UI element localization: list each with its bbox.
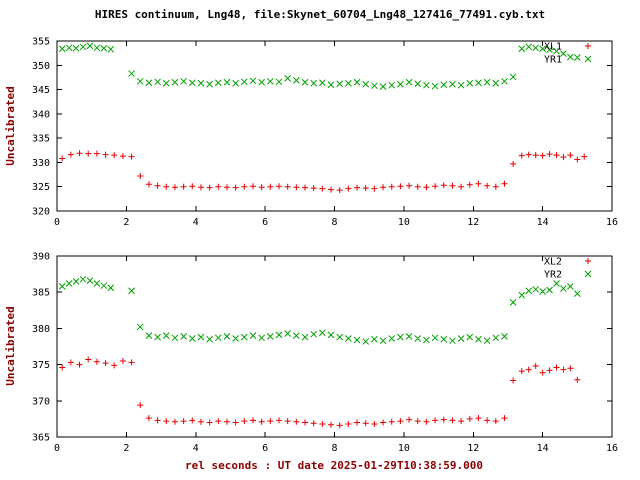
series-XL2 (59, 356, 581, 429)
x-tick-label: 8 (331, 217, 337, 228)
y-axis-label-top: Uncalibrated (4, 86, 17, 165)
x-axis-label: rel seconds : UT date 2025-01-29T10:38:5… (185, 459, 483, 472)
x-tick-label: 14 (537, 443, 549, 454)
y-tick-label: 350 (32, 61, 50, 72)
x-tick-label: 16 (606, 443, 618, 454)
x-tick-label: 0 (54, 443, 60, 454)
y-tick-label: 375 (32, 360, 50, 371)
x-tick-label: 6 (262, 217, 268, 228)
y-tick-label: 355 (32, 37, 50, 48)
x-tick-label: 12 (467, 443, 479, 454)
x-tick-label: 2 (123, 217, 129, 228)
series-XL1 (59, 150, 588, 194)
y-tick-label: 385 (32, 288, 50, 299)
x-tick-label: 0 (54, 217, 60, 228)
y-tick-label: 365 (32, 433, 50, 444)
plot-frame (56, 255, 613, 438)
top-plot: 0 2 4 6 8 10 12 14 16 320 325 330 335 340 345 350 355 XL1… (32, 37, 618, 229)
legend-label-YR1: YR1 (544, 55, 562, 66)
x-tick-label: 4 (193, 443, 199, 454)
y-tick-label: 345 (32, 85, 50, 96)
series-YR1 (58, 42, 581, 91)
x-tick-label: 10 (398, 443, 410, 454)
y-tick-label: 330 (32, 158, 50, 169)
y-tick-label: 335 (32, 134, 50, 145)
series-YR2 (58, 275, 581, 345)
x-tick-label: 2 (123, 443, 129, 454)
legend-marker-XL2 (585, 258, 591, 264)
y-tick-label: 370 (32, 396, 50, 407)
y-tick-label: 320 (32, 207, 50, 218)
y-tick-label: 325 (32, 182, 50, 193)
legend-label-YR2: YR2 (544, 270, 562, 281)
legend-label-XL2: XL2 (544, 257, 562, 268)
y-axis-label-bottom: Uncalibrated (4, 306, 17, 385)
legend-marker-YR1 (584, 55, 592, 63)
x-tick-label: 10 (398, 217, 410, 228)
y-tick-label: 340 (32, 109, 50, 120)
legend-label-XL1: XL1 (544, 42, 562, 53)
x-tick-label: 4 (193, 217, 199, 228)
chart-title: HIRES continuum, Lng48, file:Skynet_6070… (95, 8, 545, 21)
x-tick-label: 6 (262, 443, 268, 454)
x-tick-label: 16 (606, 217, 618, 228)
y-tick-label: 390 (32, 252, 50, 263)
x-tick-label: 14 (537, 217, 549, 228)
legend-marker-YR2 (584, 270, 592, 278)
x-tick-label: 8 (331, 443, 337, 454)
legend-marker-XL1 (585, 43, 591, 49)
bottom-plot: 0 2 4 6 8 10 12 14 16 365 370 375 380 385 390 XL2 YR2 (32, 252, 618, 455)
plot-frame (56, 40, 613, 212)
x-tick-label: 12 (467, 217, 479, 228)
y-tick-label: 380 (32, 324, 50, 335)
